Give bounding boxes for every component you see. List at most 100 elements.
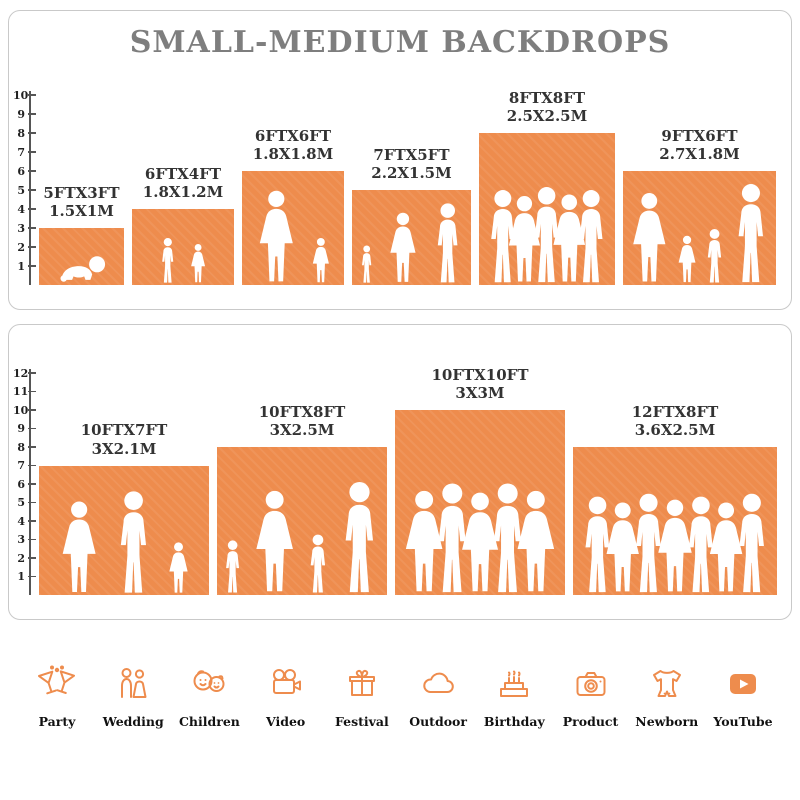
tick-mark <box>28 409 36 411</box>
tick-mark <box>28 208 36 210</box>
category-newborn: Newborn <box>634 664 700 729</box>
ruler-tick: 12 <box>13 367 36 380</box>
woman-silhouette <box>517 490 555 592</box>
category-birthday: Birthday <box>481 664 547 729</box>
ruler-number: 6 <box>17 164 25 178</box>
ruler-number: 5 <box>17 496 25 509</box>
man-silhouette <box>345 482 373 593</box>
youtube-icon <box>723 664 763 704</box>
girl-silhouette <box>191 244 206 283</box>
ruler-number: 3 <box>17 221 25 235</box>
backdrop-swatch <box>242 171 344 285</box>
party-icon <box>37 664 77 704</box>
people-silhouettes <box>405 483 555 593</box>
man-silhouette <box>494 483 522 593</box>
bar-size-ft: 6FTX4FT <box>144 164 222 183</box>
tick-mark <box>28 227 36 229</box>
girl-silhouette <box>678 235 696 283</box>
bar-label: 9FTX6FT 2.7X1.8M <box>659 127 739 165</box>
ruler-tick: 11 <box>13 385 36 398</box>
ruler-top: 1 2 3 4 5 6 7 8 9 10 <box>13 87 39 285</box>
category-festival: Festival <box>329 664 395 729</box>
bar-size-ft: 12FTX8FT <box>631 402 719 421</box>
ruler-axis-line <box>29 369 31 595</box>
bar-label: 6FTX6FT 1.8X1.8M <box>253 127 333 165</box>
bar-size-m: 3X3M <box>455 384 505 403</box>
child-silhouette <box>362 245 372 283</box>
ruler-tick: 5 <box>13 183 36 197</box>
people-silhouettes <box>585 493 764 593</box>
ruler-number: 5 <box>17 183 25 197</box>
people-silhouettes <box>62 490 188 593</box>
ruler-tick: 2 <box>13 240 36 254</box>
backdrop-swatch <box>217 447 387 595</box>
child-silhouette <box>226 540 240 593</box>
bar-size-m: 2.2X1.5M <box>371 164 452 183</box>
ruler-tick: 10 <box>13 404 36 417</box>
ruler-number: 2 <box>17 240 25 254</box>
bar-label: 12FTX8FT 3.6X2.5M <box>632 403 719 441</box>
backdrop-6x4: 6FTX4FT 1.8X1.2M <box>132 164 234 285</box>
woman-silhouette <box>462 492 499 592</box>
ruler-tick: 7 <box>13 146 36 159</box>
backdrop-10x7: 10FTX7FT 3X2.1M <box>39 421 209 595</box>
category-video: Video <box>253 664 319 729</box>
bar-size-m: 2.7X1.8M <box>659 145 740 164</box>
category-label: Children <box>178 714 240 729</box>
ruler-number: 9 <box>17 107 25 121</box>
large-backdrops-panel: 1 2 3 4 5 6 7 8 9 10 11 12 10FTX7FT 3X2.1M 10FTX8FT… <box>8 324 792 620</box>
bar-size-m: 3X2.5M <box>269 421 335 440</box>
outdoor-icon <box>418 664 458 704</box>
ruler-number: 8 <box>17 126 25 140</box>
boy-silhouette <box>707 229 722 283</box>
category-row: Party Wedding Children <box>0 664 800 729</box>
woman-silhouette <box>390 212 416 282</box>
tick-mark <box>28 151 36 153</box>
bar-size-ft: 10FTX10FT <box>431 365 529 384</box>
bar-size-m: 2.5X2.5M <box>506 107 588 126</box>
ruler-tick: 8 <box>13 126 36 140</box>
backdrop-swatch <box>395 410 565 595</box>
man-silhouette <box>688 496 713 593</box>
girl-silhouette <box>312 238 329 283</box>
backdrop-5x3: 5FTX3FT 1.5X1M <box>39 184 124 285</box>
newborn-icon <box>647 664 687 704</box>
page-title: SMALL-MEDIUM BACKDROPS <box>129 25 671 60</box>
backdrop-12x8: 12FTX8FT 3.6X2.5M <box>573 403 777 595</box>
ruler-tick: 2 <box>13 552 36 565</box>
ruler-tick: 3 <box>13 533 36 546</box>
ruler-tick: 6 <box>13 164 36 178</box>
ruler-tick: 9 <box>13 422 36 435</box>
bar-size-m: 1.5X1M <box>49 202 114 221</box>
ruler-number: 8 <box>17 440 25 454</box>
backdrop-7x5: 7FTX5FT 2.2X1.5M <box>352 146 471 285</box>
category-label: Video <box>266 714 306 729</box>
tick-mark <box>28 372 36 374</box>
ruler-number: 1 <box>17 570 25 583</box>
tick-mark <box>28 132 36 134</box>
man-silhouette <box>636 493 661 593</box>
tick-mark <box>28 446 36 448</box>
tick-mark <box>28 427 36 430</box>
tick-mark <box>28 464 36 467</box>
children-icon <box>189 664 229 704</box>
woman-silhouette <box>709 502 743 592</box>
category-label: Party <box>38 714 76 729</box>
people-silhouettes <box>226 482 373 593</box>
category-label: Product <box>562 714 619 729</box>
man-silhouette <box>534 187 559 283</box>
man-silhouette <box>585 496 610 593</box>
man-silhouette <box>438 483 466 593</box>
bar-size-m: 3X2.1M <box>91 439 157 458</box>
tick-mark <box>28 390 36 393</box>
category-label: Birthday <box>483 714 545 729</box>
birthday-icon <box>494 664 534 704</box>
bar-size-m: 1.8X1.8M <box>252 145 334 164</box>
festival-icon <box>342 664 382 704</box>
backdrop-swatch <box>479 133 615 285</box>
category-children: Children <box>176 664 242 729</box>
ruler-tick: 4 <box>13 203 36 216</box>
backdrop-8x8: 8FTX8FT 2.5X2.5M <box>479 88 615 285</box>
bar-size-ft: 8FTX8FT <box>508 88 586 107</box>
ruler-tick: 3 <box>13 221 36 235</box>
